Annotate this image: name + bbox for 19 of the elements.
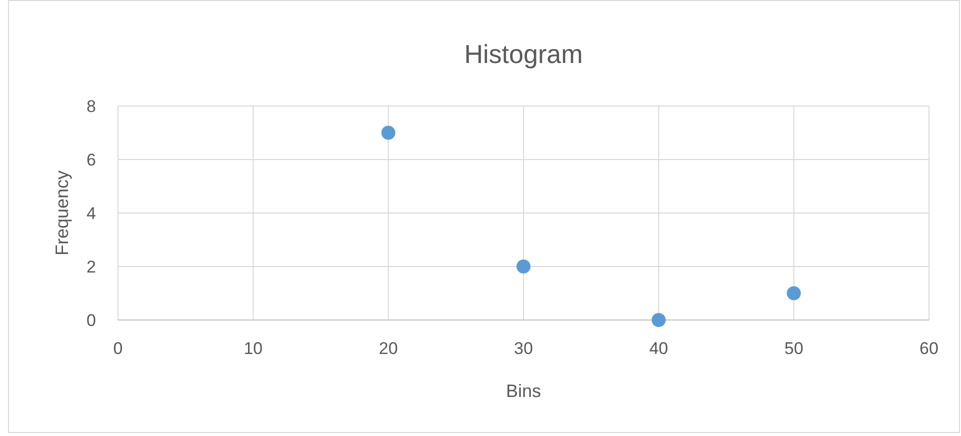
y-axis-title: Frequency [52,170,72,256]
point [381,126,396,140]
y-tick-label: 0 [86,311,96,330]
y-tick-label: 8 [86,97,96,116]
y-tick-label: 6 [86,150,96,170]
chart-title: Histogram [464,39,583,69]
x-tick-label: 50 [784,339,804,358]
y-tick-label: 2 [86,258,96,276]
x-tick-label: 60 [920,339,938,358]
x-tick-label: 30 [514,339,533,358]
x-tick-label: 40 [649,339,668,358]
x-axis-title: Bins [506,381,542,401]
x-tick-label: 10 [244,339,263,358]
y-tick-label: 4 [86,204,96,223]
point [516,260,530,274]
x-tick-label: 0 [113,339,123,358]
x-tick-label: 20 [378,339,398,358]
point [652,313,666,327]
point [786,286,801,300]
